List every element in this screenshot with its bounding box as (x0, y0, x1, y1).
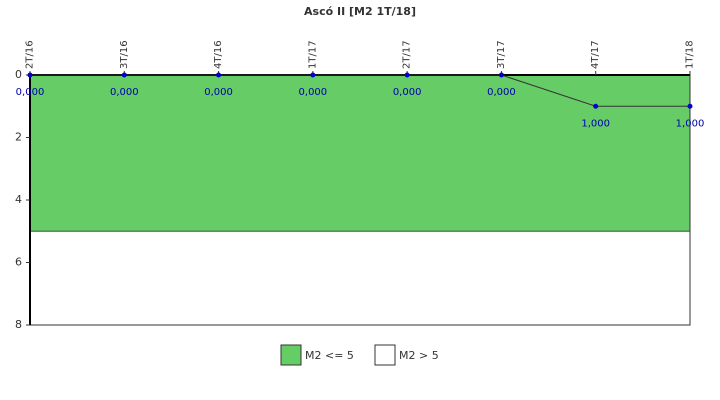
value-label: 0,000 (487, 87, 516, 98)
band (29, 230, 691, 326)
y-tick-label: 2 (15, 131, 22, 144)
y-tick-label: 8 (15, 318, 22, 331)
marker (216, 72, 222, 78)
value-label: 1,000 (581, 118, 610, 129)
legend-label: M2 > 5 (399, 349, 439, 362)
x-tick-label: 2T/16 (25, 40, 36, 69)
y-tick-label: 6 (15, 256, 22, 269)
value-label: 0,000 (299, 87, 328, 98)
chart-title: Ascó II [M2 1T/18] (304, 5, 416, 18)
x-tick-label: 4T/16 (213, 40, 224, 69)
line (30, 74, 690, 107)
marker (593, 103, 599, 109)
marker (404, 72, 410, 78)
legend-label: M2 <= 5 (305, 349, 354, 362)
x-tick-label: 1T/17 (307, 40, 318, 69)
x-tick-label: 3T/16 (119, 40, 130, 69)
value-label: 0,000 (393, 87, 422, 98)
marker (687, 103, 693, 109)
x-tick-label: 4T/17 (590, 40, 601, 69)
y-tick-label: 4 (15, 193, 22, 206)
x-tick-label: 2T/17 (402, 40, 413, 69)
value-label: 0,000 (16, 87, 45, 98)
band (29, 74, 691, 232)
legend-swatch (374, 344, 396, 366)
x-tick-label: 1T/18 (685, 40, 696, 69)
value-label: 0,000 (110, 87, 139, 98)
y-tick-label: 0 (15, 68, 22, 81)
marker (121, 72, 127, 78)
value-label: 1,000 (676, 118, 705, 129)
x-tick-label: 3T/17 (496, 40, 507, 69)
value-label: 0,000 (204, 87, 233, 98)
marker (310, 72, 316, 78)
marker (498, 72, 504, 78)
legend-swatch (280, 344, 302, 366)
marker (27, 72, 33, 78)
